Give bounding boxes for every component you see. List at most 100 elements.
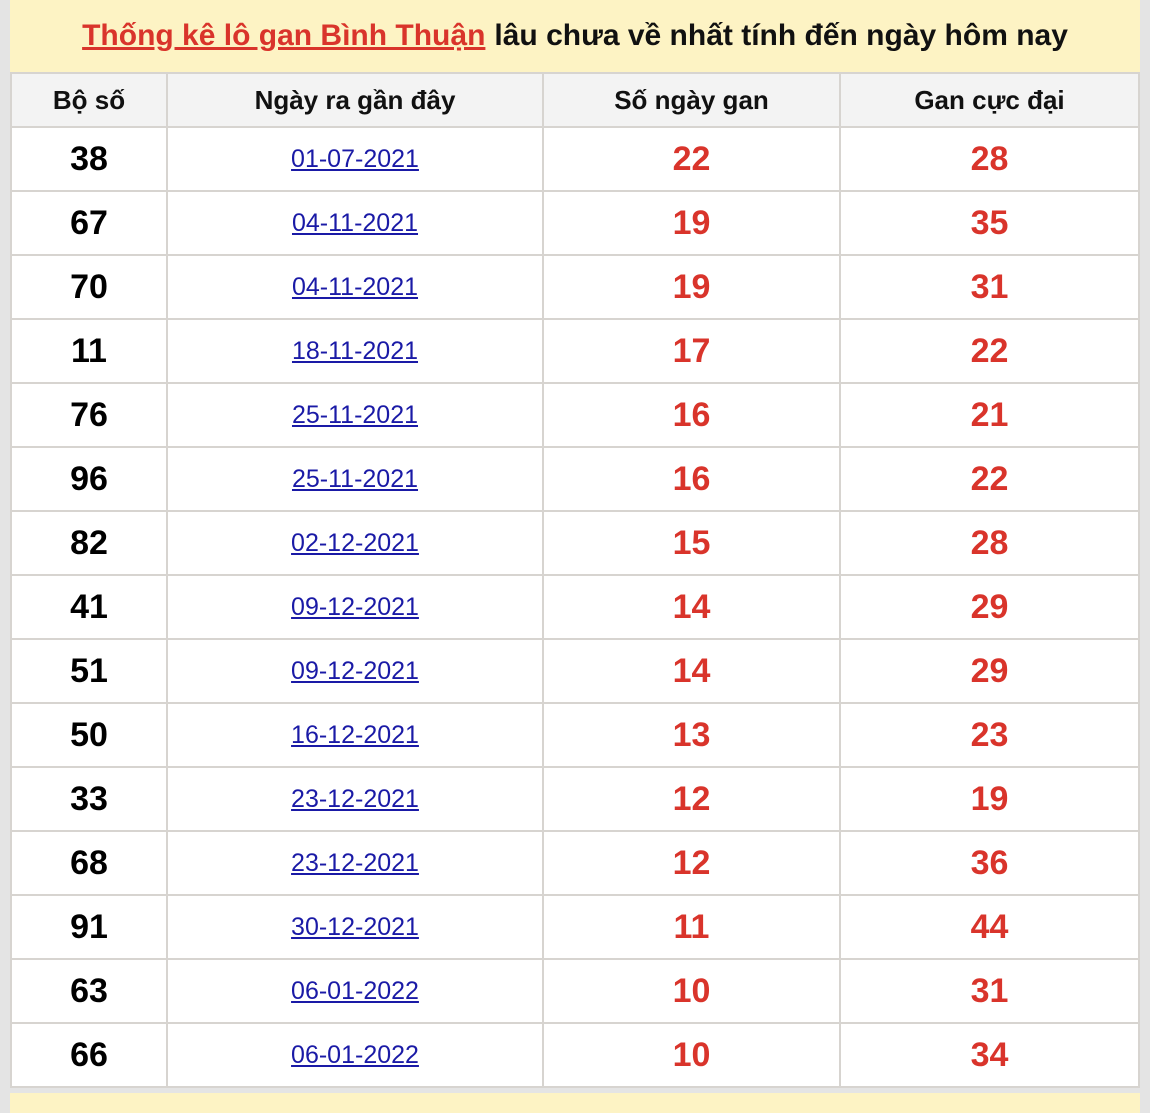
title-link[interactable]: Thống kê lô gan Bình Thuận	[82, 19, 486, 52]
max-gan-cell: 35	[839, 190, 1140, 256]
max-gan-cell: 31	[839, 254, 1140, 320]
gan-days-cell: 19	[542, 254, 841, 320]
gan-days-cell: 17	[542, 318, 841, 384]
table-row: 67 04-11-2021 19 35	[10, 190, 1140, 256]
bo-so-cell: 91	[10, 894, 168, 960]
date-cell: 04-11-2021	[166, 190, 544, 256]
table-row: 33 23-12-2021 12 19	[10, 766, 1140, 832]
bo-so-cell: 50	[10, 702, 168, 768]
date-link[interactable]: 02-12-2021	[291, 528, 419, 557]
bo-so-cell: 68	[10, 830, 168, 896]
header-gan-cuc-dai: Gan cực đại	[839, 72, 1140, 128]
date-cell: 01-07-2021	[166, 126, 544, 192]
date-link[interactable]: 16-12-2021	[291, 720, 419, 749]
date-link[interactable]: 30-12-2021	[291, 912, 419, 941]
table-row: 82 02-12-2021 15 28	[10, 510, 1140, 576]
date-link[interactable]: 04-11-2021	[291, 208, 419, 237]
max-gan-cell: 44	[839, 894, 1140, 960]
header-bo-so: Bộ số	[10, 72, 168, 128]
date-cell: 30-12-2021	[166, 894, 544, 960]
date-cell: 23-12-2021	[166, 830, 544, 896]
gan-days-cell: 10	[542, 958, 841, 1024]
gan-days-cell: 14	[542, 574, 841, 640]
bo-so-cell: 70	[10, 254, 168, 320]
lo-gan-panel: Thống kê lô gan Bình Thuận lâu chưa về n…	[10, 0, 1140, 1088]
date-link[interactable]: 18-11-2021	[291, 336, 419, 365]
date-cell: 16-12-2021	[166, 702, 544, 768]
date-link[interactable]: 25-11-2021	[291, 464, 419, 493]
table-row: 91 30-12-2021 11 44	[10, 894, 1140, 960]
date-link[interactable]: 09-12-2021	[291, 656, 419, 685]
max-gan-cell: 22	[839, 446, 1140, 512]
gan-days-cell: 22	[542, 126, 841, 192]
bo-so-cell: 41	[10, 574, 168, 640]
header-ngay-ra: Ngày ra gần đây	[166, 72, 544, 128]
table-header-row: Bộ số Ngày ra gần đây Số ngày gan Gan cự…	[10, 72, 1140, 128]
max-gan-cell: 22	[839, 318, 1140, 384]
gan-days-cell: 13	[542, 702, 841, 768]
max-gan-cell: 28	[839, 126, 1140, 192]
max-gan-cell: 34	[839, 1022, 1140, 1088]
date-cell: 06-01-2022	[166, 958, 544, 1024]
max-gan-cell: 28	[839, 510, 1140, 576]
date-link[interactable]: 25-11-2021	[291, 400, 419, 429]
date-cell: 04-11-2021	[166, 254, 544, 320]
table-row: 41 09-12-2021 14 29	[10, 574, 1140, 640]
max-gan-cell: 21	[839, 382, 1140, 448]
gan-days-cell: 15	[542, 510, 841, 576]
gan-days-cell: 16	[542, 446, 841, 512]
date-cell: 02-12-2021	[166, 510, 544, 576]
gan-days-cell: 12	[542, 766, 841, 832]
bo-so-cell: 82	[10, 510, 168, 576]
bo-so-cell: 96	[10, 446, 168, 512]
date-link[interactable]: 09-12-2021	[291, 592, 419, 621]
table-row: 76 25-11-2021 16 21	[10, 382, 1140, 448]
gan-days-cell: 11	[542, 894, 841, 960]
table-row: 11 18-11-2021 17 22	[10, 318, 1140, 384]
max-gan-cell: 19	[839, 766, 1140, 832]
date-link[interactable]: 06-01-2022	[291, 976, 419, 1005]
date-link[interactable]: 06-01-2022	[291, 1040, 419, 1069]
bo-so-cell: 66	[10, 1022, 168, 1088]
table-row: 50 16-12-2021 13 23	[10, 702, 1140, 768]
gan-days-cell: 16	[542, 382, 841, 448]
bo-so-cell: 11	[10, 318, 168, 384]
date-link[interactable]: 04-11-2021	[291, 272, 419, 301]
bo-so-cell: 33	[10, 766, 168, 832]
gan-days-cell: 19	[542, 190, 841, 256]
bo-so-cell: 38	[10, 126, 168, 192]
gan-days-cell: 12	[542, 830, 841, 896]
max-gan-cell: 36	[839, 830, 1140, 896]
table-row: 38 01-07-2021 22 28	[10, 126, 1140, 192]
date-cell: 18-11-2021	[166, 318, 544, 384]
max-gan-cell: 23	[839, 702, 1140, 768]
date-cell: 23-12-2021	[166, 766, 544, 832]
bo-so-cell: 51	[10, 638, 168, 704]
bo-so-cell: 76	[10, 382, 168, 448]
max-gan-cell: 29	[839, 638, 1140, 704]
date-link[interactable]: 23-12-2021	[291, 848, 419, 877]
max-gan-cell: 29	[839, 574, 1140, 640]
table-row: 66 06-01-2022 10 34	[10, 1022, 1140, 1088]
date-link[interactable]: 01-07-2021	[291, 144, 419, 173]
table-row: 70 04-11-2021 19 31	[10, 254, 1140, 320]
max-gan-cell: 31	[839, 958, 1140, 1024]
title-rest: lâu chưa về nhất tính đến ngày hôm nay	[494, 19, 1068, 52]
date-cell: 06-01-2022	[166, 1022, 544, 1088]
date-link[interactable]: 23-12-2021	[291, 784, 419, 813]
date-cell: 09-12-2021	[166, 638, 544, 704]
footer-bar	[10, 1093, 1140, 1113]
date-cell: 09-12-2021	[166, 574, 544, 640]
bo-so-cell: 67	[10, 190, 168, 256]
table-row: 63 06-01-2022 10 31	[10, 958, 1140, 1024]
table-row: 68 23-12-2021 12 36	[10, 830, 1140, 896]
date-cell: 25-11-2021	[166, 446, 544, 512]
table-row: 51 09-12-2021 14 29	[10, 638, 1140, 704]
table-row: 96 25-11-2021 16 22	[10, 446, 1140, 512]
gan-days-cell: 14	[542, 638, 841, 704]
lo-gan-table: Bộ số Ngày ra gần đây Số ngày gan Gan cự…	[10, 72, 1140, 1088]
page-title: Thống kê lô gan Bình Thuận lâu chưa về n…	[10, 0, 1140, 72]
gan-days-cell: 10	[542, 1022, 841, 1088]
header-so-ngay-gan: Số ngày gan	[542, 72, 841, 128]
date-cell: 25-11-2021	[166, 382, 544, 448]
